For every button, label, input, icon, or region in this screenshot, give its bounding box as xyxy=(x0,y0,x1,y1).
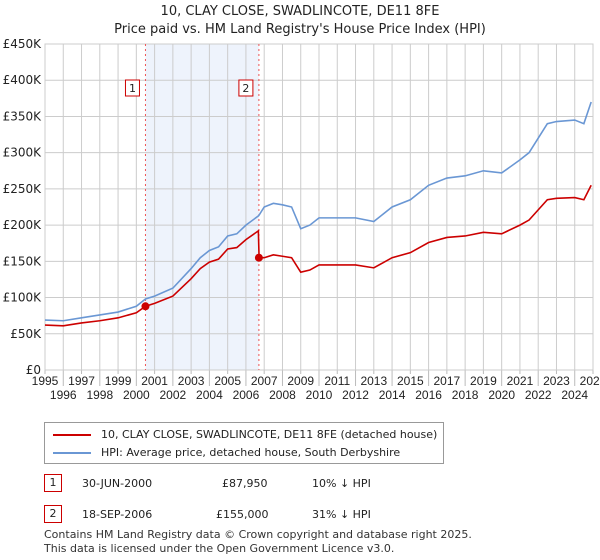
property-price-line xyxy=(44,184,592,327)
annotation-label: 1 xyxy=(129,82,136,95)
footer-licence: This data is licensed under the Open Gov… xyxy=(44,542,395,555)
y-tick-label: £0 xyxy=(26,363,41,377)
legend-swatch-property xyxy=(53,433,91,436)
y-tick-label: £250K xyxy=(3,182,43,196)
transaction-date: 30-JUN-2000 xyxy=(82,477,153,490)
transaction-hpi: 10% ↓ HPI xyxy=(312,477,371,490)
x-tick-label: 2004 xyxy=(196,388,223,402)
y-tick-label: £150K xyxy=(3,254,43,268)
y-tick-label: £350K xyxy=(3,109,43,123)
x-tick-label: 2025 xyxy=(580,374,600,388)
shaded-period xyxy=(145,44,259,370)
x-tick-label: 2023 xyxy=(543,374,570,388)
transaction-row: 1 30-JUN-2000 £87,950 10% ↓ HPI xyxy=(44,474,564,494)
x-tick-label: 2013 xyxy=(360,374,387,388)
transaction-badge: 2 xyxy=(44,505,62,523)
legend-label-property: 10, CLAY CLOSE, SWADLINCOTE, DE11 8FE (d… xyxy=(101,428,438,441)
x-tick-label: 2007 xyxy=(251,374,278,388)
x-tick-label: 2003 xyxy=(178,374,205,388)
footer: Contains HM Land Registry data © Crown c… xyxy=(44,528,472,556)
x-tick-label: 2010 xyxy=(306,388,333,402)
transaction-row: 2 18-SEP-2006 £155,000 31% ↓ HPI xyxy=(44,505,564,525)
x-tick-label: 1996 xyxy=(50,388,77,402)
annotation-box xyxy=(124,79,140,97)
y-tick-label: £200K xyxy=(3,218,43,232)
y-tick-label: £400K xyxy=(3,73,43,87)
footer-copyright: Contains HM Land Registry data © Crown c… xyxy=(44,528,472,541)
x-tick-label: 2009 xyxy=(287,374,314,388)
transaction-date: 18-SEP-2006 xyxy=(82,508,153,521)
x-tick-label: 2018 xyxy=(452,388,479,402)
x-tick-label: 2014 xyxy=(379,388,406,402)
legend: 10, CLAY CLOSE, SWADLINCOTE, DE11 8FE (d… xyxy=(44,422,444,464)
x-tick-label: 2019 xyxy=(470,374,497,388)
x-tick-label: 1998 xyxy=(86,388,113,402)
plot-border xyxy=(44,43,594,371)
hpi-line xyxy=(44,101,592,322)
x-tick-label: 2020 xyxy=(488,388,515,402)
x-tick-label: 2016 xyxy=(415,388,442,402)
x-tick-label: 1995 xyxy=(32,374,59,388)
x-tick-label: 2012 xyxy=(342,388,369,402)
x-tick-label: 2015 xyxy=(397,374,424,388)
x-tick-label: 2022 xyxy=(525,388,552,402)
y-tick-label: £300K xyxy=(3,146,43,160)
chart-title: 10, CLAY CLOSE, SWADLINCOTE, DE11 8FE xyxy=(160,4,440,19)
sale-point xyxy=(141,302,150,311)
y-tick-label: £50K xyxy=(10,327,42,341)
x-tick-label: 2001 xyxy=(141,374,168,388)
transaction-price: £87,950 xyxy=(222,477,268,490)
x-tick-label: 2017 xyxy=(434,374,461,388)
legend-swatch-hpi xyxy=(53,451,91,454)
x-tick-label: 2008 xyxy=(269,388,296,402)
x-tick-label: 2005 xyxy=(214,374,241,388)
legend-label-hpi: HPI: Average price, detached house, Sout… xyxy=(101,446,401,459)
x-tick-label: 2000 xyxy=(123,388,150,402)
x-tick-label: 1999 xyxy=(105,374,132,388)
x-tick-label: 2024 xyxy=(561,388,588,402)
transaction-hpi: 31% ↓ HPI xyxy=(312,508,371,521)
y-tick-label: £100K xyxy=(3,291,43,305)
x-tick-label: 2006 xyxy=(233,388,260,402)
transaction-badge: 1 xyxy=(44,474,62,492)
x-tick-label: 2002 xyxy=(160,388,187,402)
price-chart: £0 £50K £100K £150K £200K £250K £300K £350K £400… xyxy=(3,37,600,402)
x-tick-label: 1997 xyxy=(68,374,95,388)
x-tick-label: 2011 xyxy=(324,374,350,388)
annotation-box xyxy=(238,79,254,97)
transaction-price: £155,000 xyxy=(216,508,269,521)
sale-point xyxy=(254,253,263,262)
y-tick-label: £450K xyxy=(3,37,43,51)
annotation-label: 2 xyxy=(242,82,249,95)
chart-subtitle: Price paid vs. HM Land Registry's House … xyxy=(114,22,486,37)
x-tick-label: 2021 xyxy=(507,374,534,388)
